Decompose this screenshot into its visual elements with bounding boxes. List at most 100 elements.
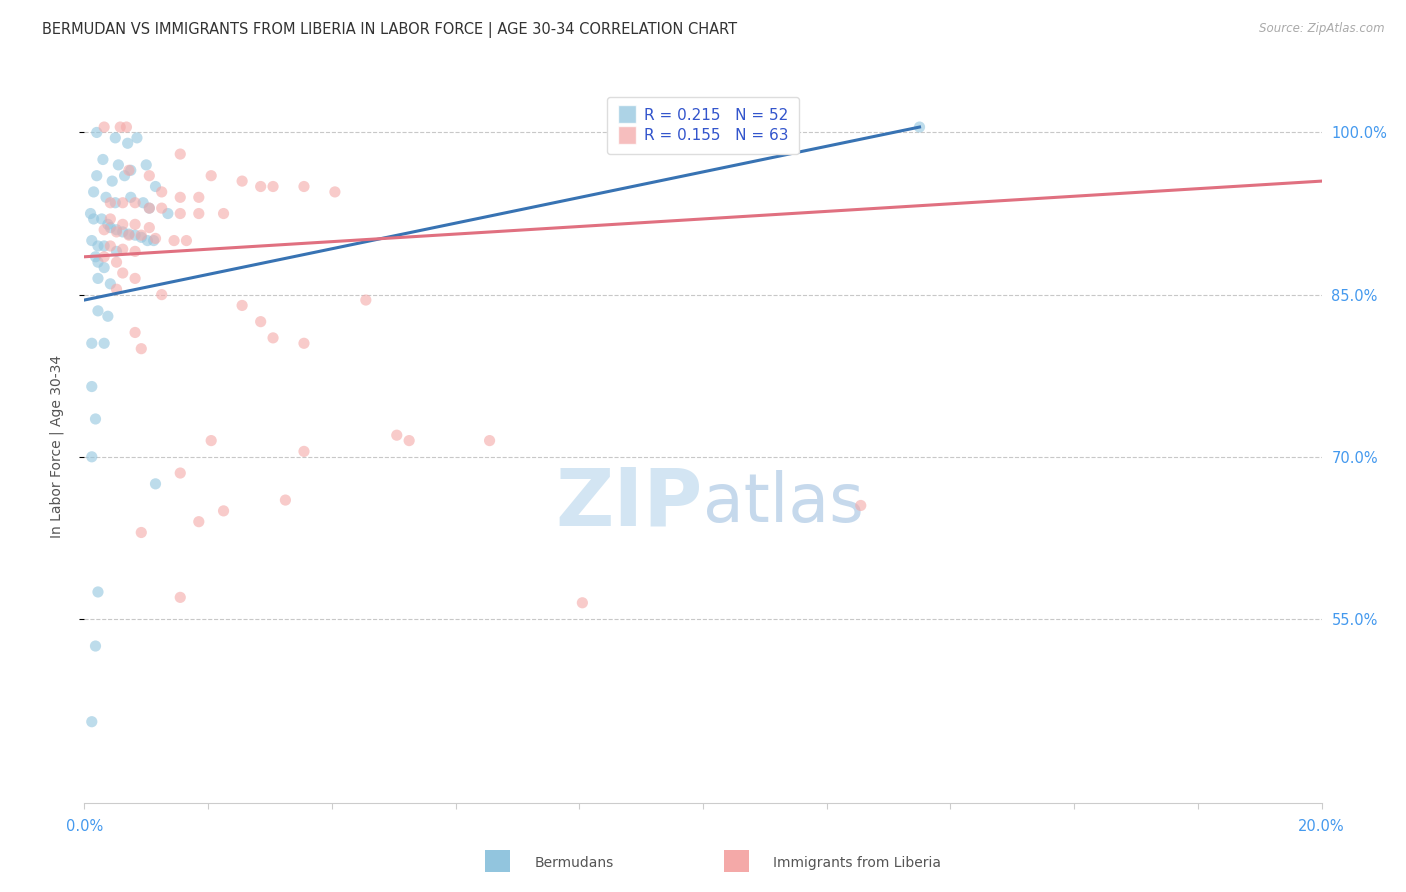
- Point: [86, 125, 108, 139]
- Point: [138, 201, 160, 215]
- Point: [93, 250, 115, 264]
- Point: [150, 201, 173, 215]
- Point: [80, 714, 103, 729]
- Point: [84, 639, 107, 653]
- Point: [124, 218, 146, 232]
- Point: [87, 303, 110, 318]
- Text: BERMUDAN VS IMMIGRANTS FROM LIBERIA IN LABOR FORCE | AGE 30-34 CORRELATION CHART: BERMUDAN VS IMMIGRANTS FROM LIBERIA IN L…: [42, 22, 737, 38]
- Point: [169, 190, 191, 204]
- Point: [292, 336, 315, 351]
- Point: [478, 434, 501, 448]
- Point: [398, 434, 420, 448]
- Point: [93, 260, 115, 275]
- Point: [262, 179, 284, 194]
- Point: [145, 179, 167, 194]
- Point: [86, 169, 108, 183]
- Point: [231, 174, 253, 188]
- Point: [169, 147, 191, 161]
- Point: [104, 195, 127, 210]
- Point: [169, 206, 191, 220]
- Point: [138, 169, 160, 183]
- Point: [84, 250, 107, 264]
- Point: [83, 185, 105, 199]
- Point: [93, 223, 115, 237]
- Point: [79, 206, 101, 220]
- Point: [849, 499, 872, 513]
- Point: [87, 255, 110, 269]
- Point: [176, 234, 198, 248]
- Point: [90, 211, 112, 226]
- Point: [150, 287, 173, 301]
- Point: [93, 120, 115, 134]
- Point: [187, 206, 209, 220]
- Point: [97, 310, 120, 324]
- Point: [83, 211, 105, 226]
- Point: [124, 228, 146, 243]
- Point: [138, 220, 160, 235]
- Point: [145, 476, 167, 491]
- Point: [97, 218, 120, 232]
- Point: [571, 596, 593, 610]
- Point: [262, 331, 284, 345]
- Point: [129, 230, 152, 244]
- Text: 20.0%: 20.0%: [1298, 819, 1346, 834]
- Point: [111, 242, 134, 256]
- Point: [132, 195, 155, 210]
- Point: [292, 444, 315, 458]
- Point: [129, 525, 152, 540]
- Point: [87, 271, 110, 285]
- Point: [87, 585, 110, 599]
- Point: [124, 195, 146, 210]
- Point: [118, 163, 141, 178]
- Point: [124, 326, 146, 340]
- Point: [87, 239, 110, 253]
- Point: [200, 169, 222, 183]
- Point: [111, 218, 134, 232]
- Text: Immigrants from Liberia: Immigrants from Liberia: [773, 855, 941, 870]
- Point: [274, 493, 297, 508]
- Point: [124, 271, 146, 285]
- Point: [169, 591, 191, 605]
- Y-axis label: In Labor Force | Age 30-34: In Labor Force | Age 30-34: [49, 354, 63, 538]
- Point: [187, 190, 209, 204]
- Point: [908, 120, 931, 134]
- Point: [138, 201, 160, 215]
- Point: [111, 195, 134, 210]
- Point: [142, 234, 165, 248]
- Point: [135, 158, 157, 172]
- Point: [200, 434, 222, 448]
- Point: [292, 179, 315, 194]
- Point: [110, 120, 132, 134]
- Point: [169, 466, 191, 480]
- Text: ZIP: ZIP: [555, 464, 703, 542]
- Point: [101, 174, 124, 188]
- Point: [93, 336, 115, 351]
- Point: [187, 515, 209, 529]
- Point: [156, 206, 179, 220]
- Point: [129, 342, 152, 356]
- Point: [120, 163, 142, 178]
- Point: [323, 185, 346, 199]
- Point: [80, 450, 103, 464]
- Point: [120, 190, 142, 204]
- Point: [118, 228, 141, 243]
- Point: [231, 298, 253, 312]
- Point: [212, 206, 235, 220]
- Text: Source: ZipAtlas.com: Source: ZipAtlas.com: [1260, 22, 1385, 36]
- Point: [105, 244, 128, 259]
- Point: [107, 158, 129, 172]
- Point: [145, 231, 167, 245]
- Point: [117, 136, 139, 151]
- Point: [94, 190, 117, 204]
- Point: [115, 120, 138, 134]
- Point: [80, 234, 103, 248]
- Point: [385, 428, 408, 442]
- Point: [98, 220, 121, 235]
- Point: [354, 293, 377, 307]
- Point: [249, 179, 271, 194]
- Legend: R = 0.215   N = 52, R = 0.155   N = 63: R = 0.215 N = 52, R = 0.155 N = 63: [607, 97, 799, 153]
- Point: [105, 282, 128, 296]
- Point: [84, 412, 107, 426]
- Point: [104, 131, 127, 145]
- Point: [125, 131, 148, 145]
